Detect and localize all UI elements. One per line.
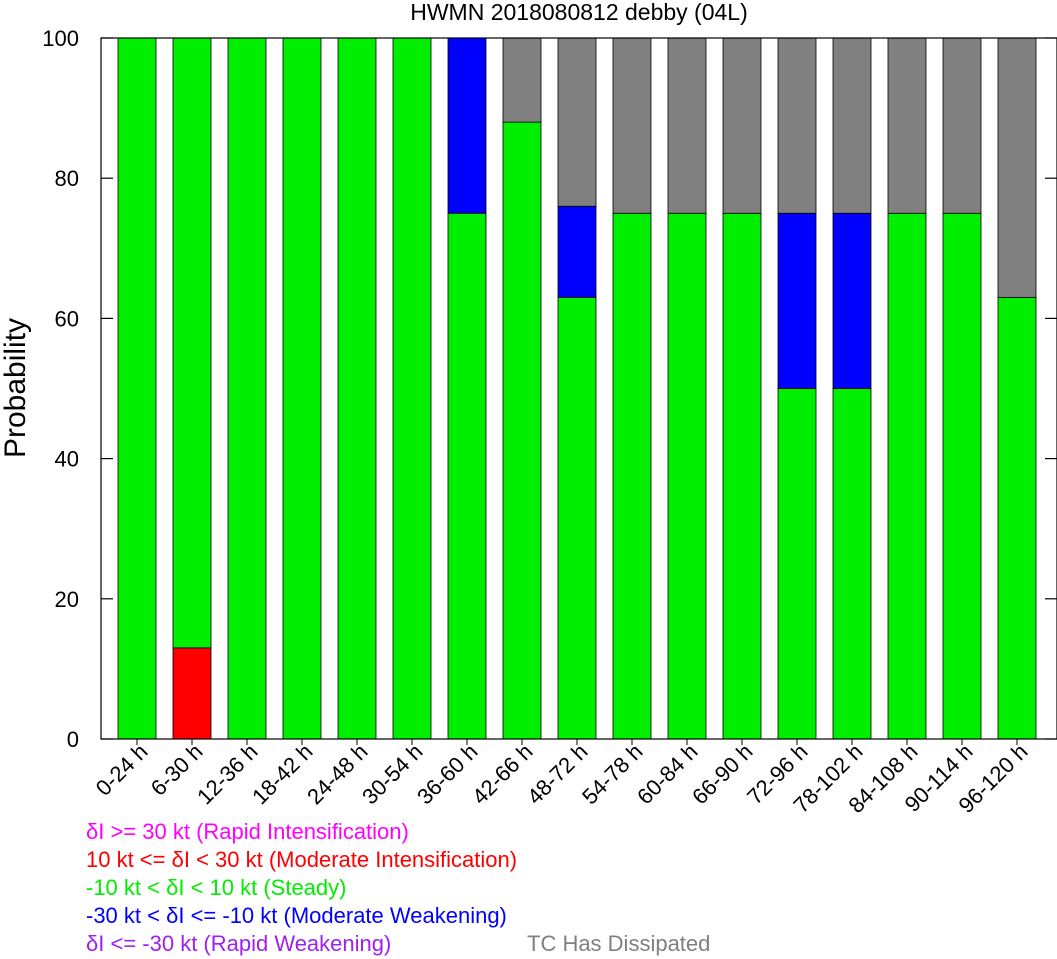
- legend-item-0: δI >= 30 kt (Rapid Intensification): [86, 819, 409, 844]
- bar-segment-72-96h-s2: [777, 388, 817, 740]
- bar-segment-6-30h-s2: [172, 37, 212, 649]
- plot-frame: [100, 37, 1057, 740]
- x-tick-label: 18-42 h: [247, 739, 317, 809]
- y-tick-label: 60: [55, 306, 79, 331]
- bar-segment-72-96h-s3: [777, 212, 817, 389]
- bar-segment-66-90h-s5: [722, 37, 762, 214]
- x-tick-label: 0-24 h: [91, 739, 153, 801]
- legend-item-3: -30 kt < δI <= -10 kt (Moderate Weakenin…: [86, 903, 507, 928]
- y-tick-label: 80: [55, 166, 79, 191]
- bar-segment-0-24h-s2: [117, 37, 157, 740]
- x-tick-label: 42-66 h: [467, 739, 537, 809]
- x-tick-label: 54-78 h: [577, 739, 647, 809]
- bar-segment-48-72h-s5: [557, 37, 597, 207]
- legend-item-1: 10 kt <= δI < 30 kt (Moderate Intensific…: [86, 847, 518, 872]
- bar-segment-36-60h-s3: [447, 37, 487, 214]
- bar-segment-78-102h-s5: [832, 37, 872, 214]
- y-axis-label: Probability: [0, 318, 32, 458]
- bar-segment-84-108h-s5: [887, 37, 927, 214]
- bar-segment-90-114h-s2: [942, 212, 982, 740]
- bar-segment-60-84h-s2: [667, 212, 707, 740]
- bar-segment-78-102h-s3: [832, 212, 872, 389]
- bar-segment-42-66h-s2: [502, 121, 542, 740]
- bar-segment-18-42h-s2: [282, 37, 322, 740]
- x-tick-label: 48-72 h: [522, 739, 592, 809]
- x-tick-label: 60-84 h: [632, 739, 702, 809]
- bar-segment-54-78h-s2: [612, 212, 652, 740]
- bar-segment-60-84h-s5: [667, 37, 707, 214]
- bar-segment-90-114h-s5: [942, 37, 982, 214]
- bar-segment-6-30h-s1: [172, 647, 212, 740]
- bar-segment-78-102h-s2: [832, 388, 872, 740]
- bar-segment-48-72h-s2: [557, 296, 597, 740]
- bar-segment-24-48h-s2: [337, 37, 377, 740]
- bar-segment-96-120h-s5: [997, 37, 1037, 298]
- y-tick-label: 100: [42, 26, 79, 51]
- legend-item-4: δI <= -30 kt (Rapid Weakening): [86, 931, 392, 956]
- x-tick-label: 24-48 h: [302, 739, 372, 809]
- legend-item-dissipated: TC Has Dissipated: [527, 931, 711, 956]
- bar-segment-66-90h-s2: [722, 212, 762, 740]
- bar-segment-42-66h-s5: [502, 37, 542, 123]
- legend-item-2: -10 kt < δI < 10 kt (Steady): [86, 875, 347, 900]
- bar-segment-84-108h-s2: [887, 212, 927, 740]
- y-tick-label: 20: [55, 587, 79, 612]
- x-tick-label: 30-54 h: [357, 739, 427, 809]
- bar-segment-36-60h-s2: [447, 212, 487, 740]
- y-tick-label: 0: [67, 727, 79, 752]
- x-tick-label: 12-36 h: [192, 739, 262, 809]
- bar-segment-96-120h-s2: [997, 296, 1037, 740]
- chart-title: HWMN 2018080812 debby (04L): [410, 0, 748, 25]
- bar-segment-54-78h-s5: [612, 37, 652, 214]
- x-tick-label: 66-90 h: [687, 739, 757, 809]
- bar-segment-30-54h-s2: [392, 37, 432, 740]
- bar-segment-72-96h-s5: [777, 37, 817, 214]
- bar-segment-48-72h-s3: [557, 205, 597, 298]
- x-tick-label: 36-60 h: [412, 739, 482, 809]
- y-tick-label: 40: [55, 447, 79, 472]
- bar-segment-12-36h-s2: [227, 37, 267, 740]
